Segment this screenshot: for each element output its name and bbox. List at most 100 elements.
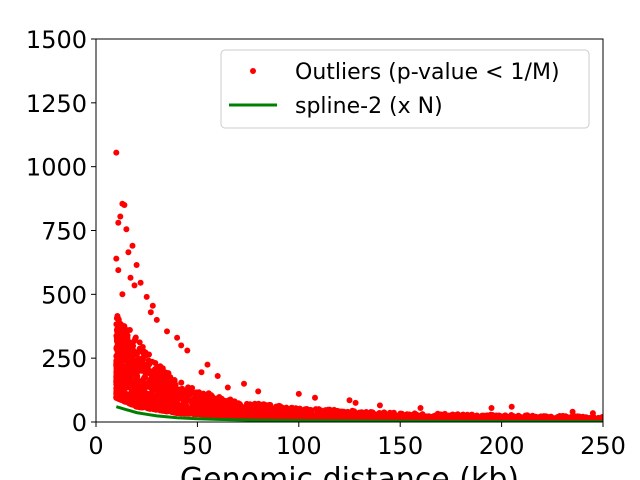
outlier-point [204,411,211,418]
outlier-point [145,357,152,364]
outlier-point [470,414,477,421]
outlier-point [249,412,256,419]
y-tick-label: 1000 [26,154,87,182]
outlier-point [128,388,135,395]
outlier-point [209,410,216,417]
outlier-point [124,346,131,353]
outlier-point [153,316,160,323]
outlier-point [175,387,182,394]
outlier-point [214,373,221,379]
outlier-point [330,412,337,419]
x-tick-label: 200 [479,432,525,460]
outlier-point [143,293,150,300]
outlier-point [133,262,140,268]
outlier-point [184,410,191,417]
outlier-point [119,291,126,298]
outlier-point [369,412,376,418]
outlier-point [488,405,495,411]
outlier-point [121,329,127,336]
outlier-point [191,390,198,397]
outlier-point [198,369,205,376]
y-tick-label: 0 [72,409,87,437]
outlier-point [202,406,208,413]
outlier-point [149,388,156,394]
legend-label-spline: spline-2 (x N) [295,94,443,119]
outlier-point [312,394,318,401]
outlier-point [132,369,139,376]
outlier-point [188,386,195,393]
outlier-point [135,402,142,409]
outlier-point [256,412,263,419]
outlier-point [121,355,128,362]
outlier-point [282,409,289,416]
spline-line-group [115,405,603,422]
outlier-point [137,279,144,286]
outlier-point [140,365,147,371]
outlier-point [146,370,153,376]
outlier-point [157,363,164,370]
outlier-point [131,282,138,289]
outlier-point [227,413,234,420]
outlier-point [173,401,180,408]
y-tick-label: 1500 [26,26,87,54]
outlier-point [295,390,302,397]
y-tick-label: 250 [41,345,87,373]
outlier-point [325,410,331,417]
outlier-point [164,328,170,335]
outlier-point [166,378,173,385]
outlier-point [215,398,222,405]
outlier-point [255,388,262,395]
outlier-point [142,374,149,381]
outlier-point [221,397,228,404]
outlier-point [251,406,258,413]
outlier-point [115,267,122,274]
outlier-point [376,402,383,409]
outlier-point [147,309,154,316]
outlier-point [485,412,492,419]
outlier-point [115,219,122,226]
outlier-point [146,351,152,358]
y-axis: 0 250 500 750 1000 1250 1500 [26,26,96,437]
outlier-point [117,213,124,220]
outlier-point [195,407,202,413]
legend-marker-outliers [250,68,256,74]
outlier-point [143,402,149,409]
outlier-point [352,399,359,406]
outlier-point [114,393,121,400]
outlier-point [145,394,152,401]
legend-box [220,49,590,129]
outlier-point [140,348,147,355]
outlier-point [153,398,160,404]
outlier-point [113,149,120,156]
outlier-point [129,398,136,405]
outlier-point [397,410,404,417]
outlier-point [161,379,168,386]
outlier-point [163,369,170,376]
outlier-point [569,414,576,421]
spline-line [115,405,603,422]
outlier-point [508,403,515,410]
outlier-point [189,404,196,411]
outlier-point [114,358,121,365]
outlier-point [125,338,132,345]
outlier-point [156,372,162,379]
outlier-point [178,379,185,386]
x-axis: 0 50 100 150 200 250 [88,422,626,460]
outlier-point [349,409,355,416]
outlier-point [121,202,128,208]
outlier-point [122,385,129,392]
outlier-point [274,404,280,411]
outlier-point [224,384,231,391]
outlier-point [196,399,202,406]
outlier-point [114,328,121,335]
outlier-point [184,347,191,354]
outlier-point [288,404,295,411]
outlier-point [113,353,120,359]
legend-label-outliers: Outliers (p-value < 1/M) [295,60,560,85]
outlier-point [216,394,223,400]
legend: Outliers (p-value < 1/M) spline-2 (x N) [220,49,590,129]
outlier-point [123,393,130,400]
outlier-point [254,401,261,408]
x-tick-label: 50 [182,432,213,460]
